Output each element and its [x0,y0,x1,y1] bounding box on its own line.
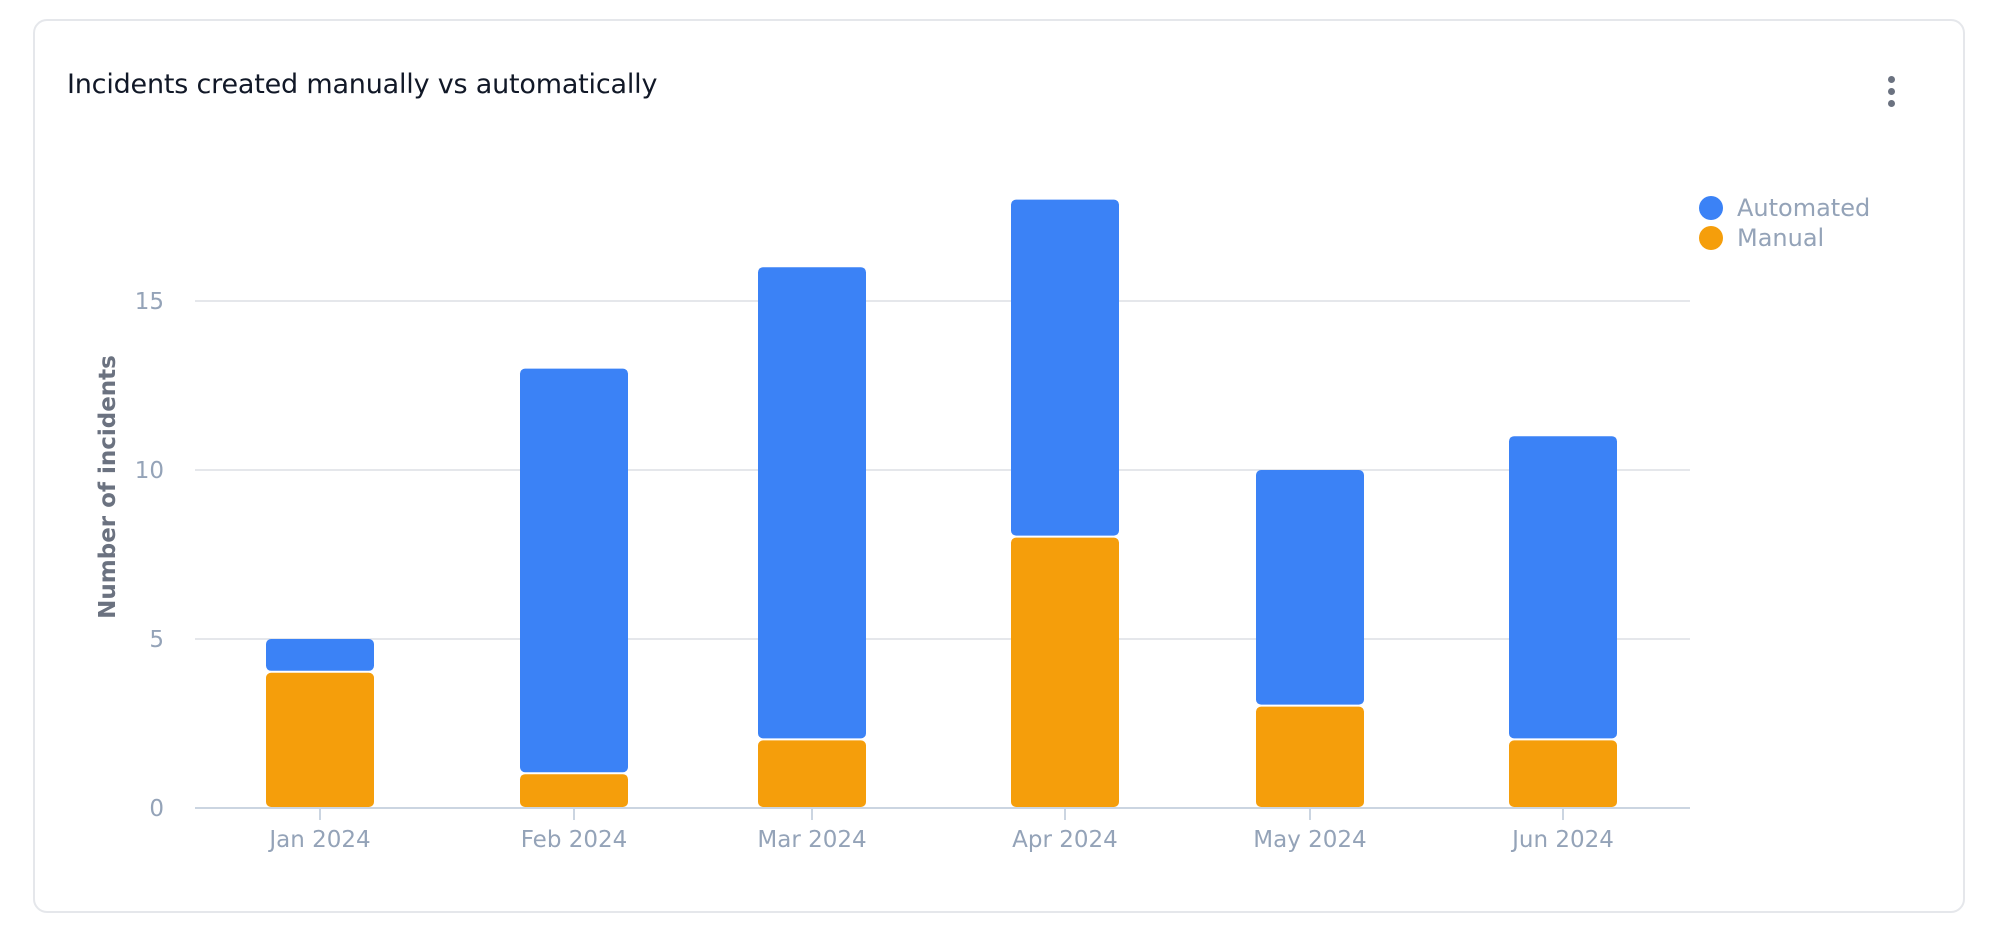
bar-automated-feb-2024[interactable] [520,368,628,773]
bar-manual-jan-2024[interactable] [266,672,374,807]
y-axis-title: Number of incidents [95,355,121,619]
y-tick-label: 10 [135,458,164,484]
legend-item-manual[interactable]: Manual [1699,223,1870,253]
x-tick-label: Jan 2024 [267,827,370,853]
x-tick-label: May 2024 [1253,827,1366,853]
legend-label: Manual [1737,224,1825,252]
bar-automated-jan-2024[interactable] [266,639,374,671]
bar-automated-jun-2024[interactable] [1509,436,1617,739]
bar-manual-jun-2024[interactable] [1509,740,1617,807]
more-vertical-icon-dot [1887,99,1895,107]
card-title: Incidents created manually vs automatica… [67,69,658,100]
bar-automated-apr-2024[interactable] [1011,199,1119,536]
legend-item-automated[interactable]: Automated [1699,193,1870,223]
y-tick-label: 0 [149,796,164,822]
bar-manual-apr-2024[interactable] [1011,537,1119,807]
more-options-button[interactable] [1871,71,1911,111]
x-tick-label: Apr 2024 [1012,827,1118,853]
bar-manual-may-2024[interactable] [1256,706,1364,807]
bar-automated-may-2024[interactable] [1256,470,1364,705]
legend-swatch-manual [1699,226,1723,250]
x-tick-label: Feb 2024 [521,827,628,853]
bar-automated-mar-2024[interactable] [758,267,866,739]
x-tick-label: Jun 2024 [1510,827,1614,853]
axes: 0 5 10 15 Jan 2024 Feb 2024 Mar 2024 Apr 2024 Ma… [135,289,1690,853]
bars [266,199,1617,807]
more-vertical-icon [1887,75,1895,83]
x-tick-label: Mar 2024 [757,827,866,853]
grid-lines [195,300,1690,640]
y-tick-label: 15 [135,289,164,315]
more-vertical-icon-dot [1887,87,1895,95]
legend-swatch-automated [1699,196,1723,220]
legend: Automated Manual [1699,193,1870,253]
y-tick-label: 5 [149,627,164,653]
bar-manual-mar-2024[interactable] [758,740,866,807]
bar-manual-feb-2024[interactable] [520,774,628,807]
legend-label: Automated [1737,194,1871,222]
